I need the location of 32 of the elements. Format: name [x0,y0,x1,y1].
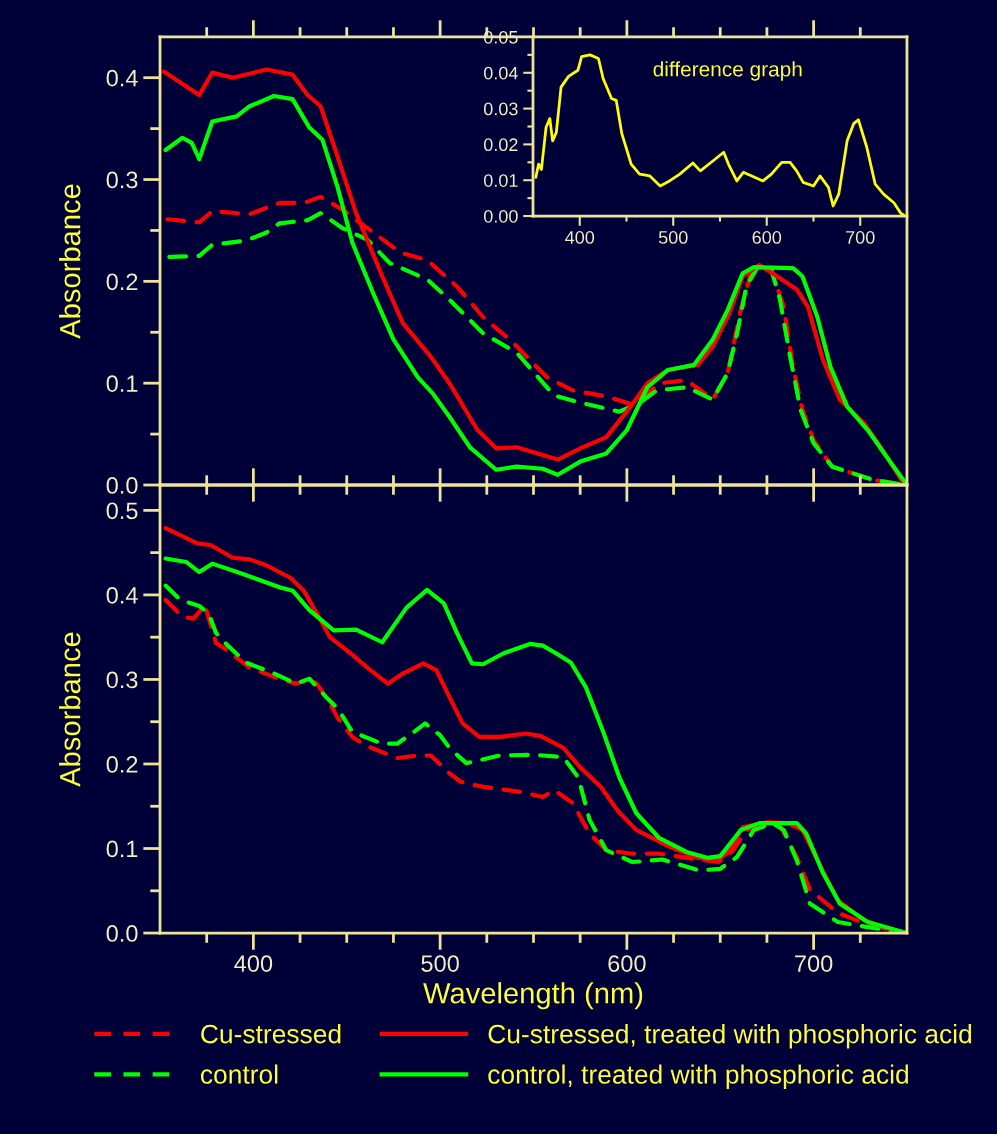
annotation: difference graph [653,61,802,81]
y-tick-label: 0.2 [106,273,138,291]
y-tick-label: 0.3 [106,671,138,689]
y-tick-label: 0.01 [483,174,518,187]
legend-label: Cu-stressed [201,1024,341,1044]
y-tick-label: 0.03 [483,102,518,116]
y-tick-label: 0.5 [106,502,138,520]
y-axis-title: Absorbance [59,184,81,339]
y-tick-label: 0.00 [483,209,518,223]
x-tick-label: 500 [658,231,688,244]
x-tick-label: 600 [752,231,782,244]
y-tick-label: 0.0 [106,477,138,494]
x-tick-label: 700 [795,955,833,972]
x-tick-label: 400 [565,231,595,244]
y-axis-title: Absorbance [59,632,81,787]
y-tick-label: 0.4 [106,69,138,87]
y-tick-label: 0.0 [106,925,138,942]
y-tick-label: 0.1 [106,375,138,392]
y-tick-label: 0.02 [483,138,518,152]
x-tick-label: 400 [234,955,273,972]
x-tick-label: 500 [421,955,459,972]
x-axis-title: Wavelength (nm) [423,982,643,1010]
y-tick-label: 0.2 [106,756,138,773]
y-tick-label: 0.1 [106,840,138,858]
legend-label: control, treated with phosphoric acid [488,1064,908,1090]
x-tick-label: 600 [608,955,646,972]
y-tick-label: 0.4 [106,586,138,604]
y-tick-label: 0.04 [483,66,518,80]
x-tick-label: 700 [846,231,875,244]
legend-label: Cu-stressed, treated with phosphoric acid [488,1024,972,1049]
y-tick-label: 0.3 [106,171,138,189]
legend-label: control [200,1064,278,1084]
